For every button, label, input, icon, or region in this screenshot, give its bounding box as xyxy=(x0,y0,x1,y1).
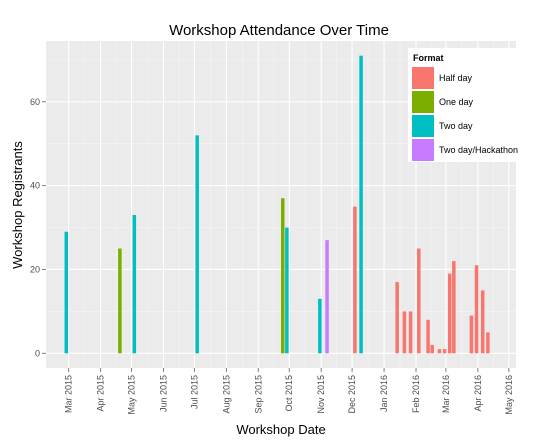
y-tick-label: 0 xyxy=(35,348,40,358)
x-tick-label: May 2015 xyxy=(127,375,137,415)
legend: Format Half day One day Two day Two day/Hac… xyxy=(408,48,526,162)
legend-label: One day xyxy=(439,97,474,107)
bar xyxy=(353,206,357,354)
bar xyxy=(64,231,69,354)
bar xyxy=(132,214,137,354)
y-tick-label: 40 xyxy=(30,181,40,191)
x-tick-label: Oct 2015 xyxy=(284,375,294,412)
x-tick-label: Jul 2015 xyxy=(189,375,199,409)
x-axis: Mar 2015 Apr 2015 May 2015 Jun 2015 Jul 2015… xyxy=(64,368,514,415)
bar xyxy=(395,282,399,354)
legend-label: Two day/Hackathon xyxy=(439,145,518,155)
bar xyxy=(469,315,474,354)
legend-key xyxy=(412,91,434,113)
x-axis-title: Workshop Date xyxy=(236,422,325,437)
bar xyxy=(437,349,442,354)
bar xyxy=(195,135,199,354)
bar xyxy=(318,298,322,354)
bar xyxy=(442,349,447,354)
x-tick-label: Jun 2015 xyxy=(159,375,169,412)
legend-items: Half day One day Two day Two day/Hackathon xyxy=(412,67,518,161)
bar xyxy=(417,248,421,354)
bar xyxy=(281,198,285,354)
x-tick-label: May 2016 xyxy=(504,375,514,415)
y-tick-label: 60 xyxy=(30,97,40,107)
x-tick-label: Dec 2015 xyxy=(347,375,357,414)
bar xyxy=(402,311,407,354)
bars xyxy=(64,55,490,354)
legend-title: Format xyxy=(413,53,444,63)
bar xyxy=(480,290,485,354)
x-tick-label: Apr 2015 xyxy=(96,375,106,412)
y-axis-title: Workshop Registrants xyxy=(10,141,25,269)
bar xyxy=(430,344,434,354)
x-tick-label: Jan 2016 xyxy=(379,375,389,412)
bar xyxy=(426,319,430,354)
legend-key xyxy=(412,115,434,137)
x-tick-label: Apr 2016 xyxy=(473,375,483,412)
bar xyxy=(486,332,490,354)
legend-label: Two day xyxy=(439,121,473,131)
legend-key xyxy=(412,67,434,89)
chart-title: Workshop Attendance Over Time xyxy=(169,22,389,39)
legend-label: Half day xyxy=(439,73,473,83)
bar xyxy=(285,227,289,354)
bar xyxy=(118,248,122,354)
x-tick-label: Mar 2015 xyxy=(64,375,74,413)
x-tick-label: Aug 2015 xyxy=(221,375,231,414)
y-tick-label: 20 xyxy=(30,264,40,274)
x-tick-label: Nov 2015 xyxy=(316,375,326,414)
bar xyxy=(447,273,452,354)
bar xyxy=(408,311,413,354)
y-axis: 0 20 40 60 xyxy=(30,97,46,358)
x-tick-label: Feb 2016 xyxy=(411,375,421,413)
bar xyxy=(474,265,479,354)
bar xyxy=(452,261,456,354)
x-tick-label: Sep 2015 xyxy=(253,375,263,414)
legend-key xyxy=(412,139,434,161)
bar xyxy=(325,240,329,354)
bar xyxy=(359,55,363,354)
x-tick-label: Mar 2016 xyxy=(441,375,451,413)
grid-major xyxy=(46,41,516,368)
